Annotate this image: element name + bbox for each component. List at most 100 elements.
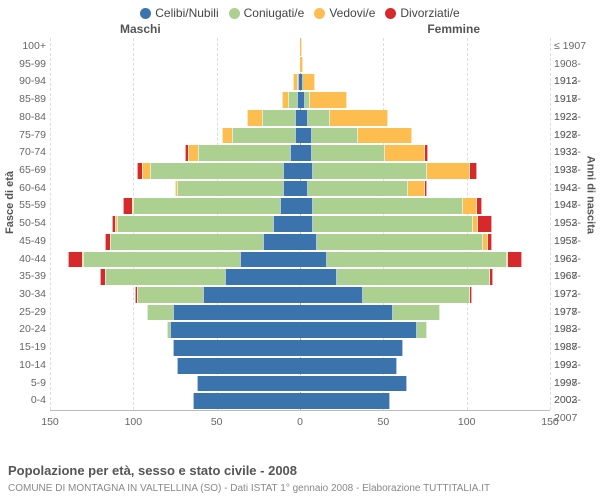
bar-male	[50, 252, 300, 268]
bar-female	[300, 393, 550, 409]
grid-line	[550, 38, 551, 410]
bar-segment	[313, 198, 463, 214]
bar-female	[300, 39, 550, 55]
bar-segment	[327, 252, 507, 268]
bar-male	[50, 57, 300, 73]
bar-segment	[408, 181, 425, 197]
chart-rows: 100+≤ 190795-991908-191290-941913-191785…	[50, 38, 550, 410]
bar-segment	[300, 287, 363, 303]
bar-segment	[282, 92, 289, 108]
age-label: 80-84	[0, 109, 46, 127]
bar-segment	[300, 39, 302, 55]
bar-segment	[488, 234, 491, 250]
bar-male	[50, 322, 300, 338]
bar-male	[50, 145, 300, 161]
chart-row: 65-691938-1942	[50, 162, 550, 180]
bar-segment	[110, 234, 263, 250]
bar-male	[50, 287, 300, 303]
bar-female	[300, 110, 550, 126]
chart-row: 10-141993-1997	[50, 357, 550, 375]
bar-segment	[300, 163, 313, 179]
bar-segment	[300, 393, 390, 409]
chart-row: 80-841923-1927	[50, 109, 550, 127]
bar-segment	[330, 110, 388, 126]
bar-female	[300, 234, 550, 250]
legend-swatch	[140, 8, 151, 19]
age-label: 45-49	[0, 233, 46, 251]
age-label: 5-9	[0, 375, 46, 393]
chart-row: 95-991908-1912	[50, 56, 550, 74]
legend-item: Vedovi/e	[314, 6, 375, 20]
label-maschi: Maschi	[120, 22, 161, 36]
age-label: 85-89	[0, 91, 46, 109]
year-label: ≤ 1907	[554, 38, 600, 56]
age-label: 75-79	[0, 127, 46, 145]
bar-male	[50, 128, 300, 144]
chart-row: 20-241983-1987	[50, 321, 550, 339]
x-axis: 15010050050100150	[50, 410, 550, 438]
axis-tick: 50	[211, 416, 223, 428]
bar-segment	[508, 252, 521, 268]
bar-segment	[225, 269, 300, 285]
age-label: 10-14	[0, 357, 46, 375]
bar-female	[300, 322, 550, 338]
bar-segment	[300, 181, 308, 197]
bar-segment	[317, 234, 484, 250]
bar-segment	[308, 181, 408, 197]
age-label: 55-59	[0, 197, 46, 215]
axis-tick: 150	[541, 416, 559, 428]
axis-tick: 100	[125, 416, 143, 428]
bar-female	[300, 340, 550, 356]
bar-female	[300, 269, 550, 285]
bar-segment	[337, 269, 490, 285]
bar-male	[50, 163, 300, 179]
age-label: 15-19	[0, 339, 46, 357]
bar-segment	[68, 252, 81, 268]
bar-female	[300, 128, 550, 144]
bar-male	[50, 92, 300, 108]
chart-row: 100+≤ 1907	[50, 38, 550, 56]
bar-segment	[470, 287, 472, 303]
bar-segment	[203, 287, 300, 303]
chart-row: 35-391968-1972	[50, 268, 550, 286]
bar-segment	[137, 287, 204, 303]
bar-segment	[393, 305, 440, 321]
bar-female	[300, 216, 550, 232]
legend-swatch	[385, 8, 396, 19]
age-label: 60-64	[0, 180, 46, 198]
bar-male	[50, 216, 300, 232]
bar-female	[300, 252, 550, 268]
age-label: 20-24	[0, 321, 46, 339]
bar-segment	[273, 216, 300, 232]
bar-segment	[240, 252, 300, 268]
bar-female	[300, 145, 550, 161]
bar-segment	[147, 305, 174, 321]
bar-female	[300, 181, 550, 197]
bar-segment	[300, 322, 417, 338]
bar-male	[50, 305, 300, 321]
bar-segment	[177, 358, 300, 374]
age-label: 65-69	[0, 162, 46, 180]
legend-item: Coniugati/e	[229, 6, 305, 20]
legend-label: Celibi/Nubili	[155, 6, 218, 20]
chart-row: 0-42003-2007	[50, 392, 550, 410]
bar-segment	[300, 198, 313, 214]
chart-row: 55-591948-1952	[50, 197, 550, 215]
bar-segment	[280, 198, 300, 214]
legend: Celibi/NubiliConiugati/eVedovi/eDivorzia…	[0, 0, 600, 22]
bar-segment	[312, 145, 385, 161]
chart-row: 40-441963-1967	[50, 251, 550, 269]
bar-segment	[300, 57, 303, 73]
legend-label: Coniugati/e	[244, 6, 305, 20]
bar-female	[300, 163, 550, 179]
bar-segment	[262, 110, 295, 126]
legend-swatch	[314, 8, 325, 19]
chart-row: 75-791928-1932	[50, 127, 550, 145]
bar-segment	[222, 128, 232, 144]
pyramid-chart: Fasce di età Anni di nascita 100+≤ 19079…	[50, 38, 550, 438]
bar-female	[300, 287, 550, 303]
bar-male	[50, 74, 300, 90]
bar-segment	[283, 163, 300, 179]
age-label: 100+	[0, 38, 46, 56]
chart-row: 30-341973-1977	[50, 286, 550, 304]
